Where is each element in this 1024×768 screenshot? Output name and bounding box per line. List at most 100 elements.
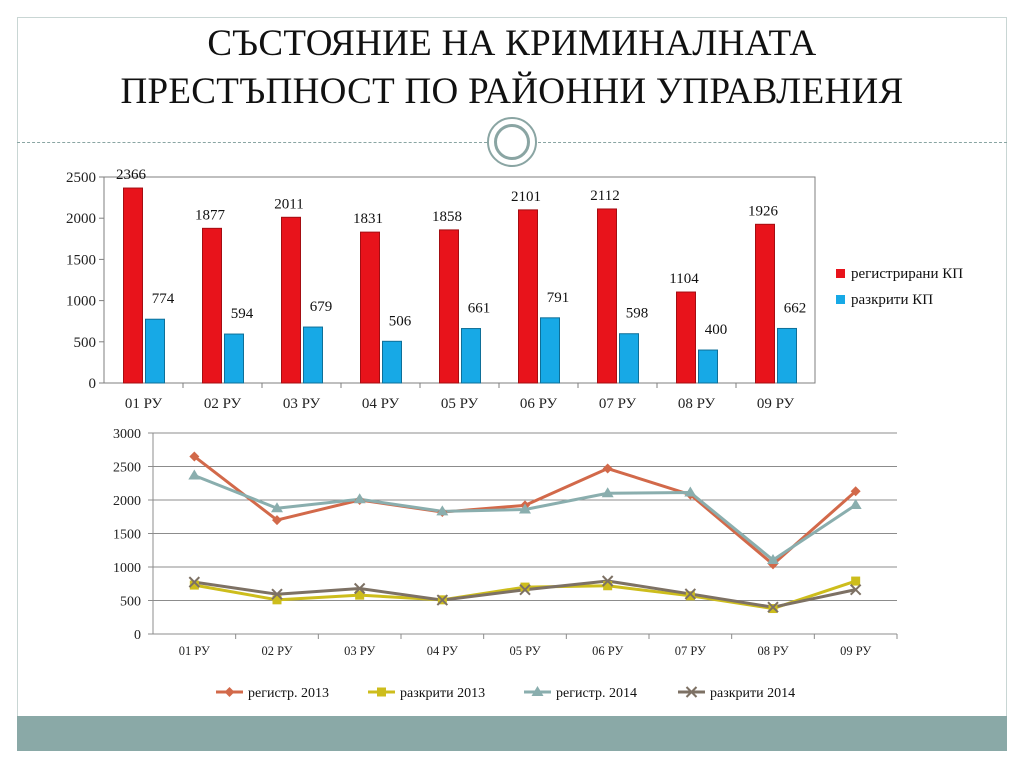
line-y-tick-label: 500 bbox=[120, 595, 141, 610]
line-x-tick-label: 04 РУ bbox=[427, 644, 458, 658]
ring-ornament bbox=[487, 117, 537, 167]
line-x-tick-label: 08 РУ bbox=[757, 644, 788, 658]
bar-data-label: 594 bbox=[231, 306, 254, 322]
line-point bbox=[767, 554, 779, 565]
bar-solved bbox=[145, 318, 165, 384]
bar-data-label: 1858 bbox=[432, 209, 462, 225]
line-legend-label: регистр. 2014 bbox=[556, 686, 637, 701]
bar-registered bbox=[281, 216, 301, 384]
line-legend-label: разкрити 2014 bbox=[710, 686, 795, 701]
bar-solved bbox=[303, 326, 323, 384]
line-point bbox=[851, 576, 861, 586]
line-point bbox=[436, 594, 449, 606]
bar-data-label: 2011 bbox=[274, 196, 303, 212]
bar-legend-label: разкрити КП bbox=[851, 292, 933, 308]
line-point bbox=[601, 575, 614, 587]
page-title: СЪСТОЯНИЕ НА КРИМИНАЛНАТА ПРЕСТЪПНОСТ ПО… bbox=[17, 20, 1007, 116]
bar-data-label: 791 bbox=[547, 290, 570, 306]
line-point bbox=[271, 588, 283, 600]
bar-registered bbox=[676, 291, 696, 384]
line-y-tick-label: 0 bbox=[134, 628, 141, 643]
line-y-tick-label: 2500 bbox=[113, 461, 141, 476]
line-legend-marker bbox=[377, 687, 386, 697]
line-point bbox=[188, 469, 201, 480]
bar-y-tick-label: 1500 bbox=[66, 252, 96, 268]
bar-data-label: 2112 bbox=[590, 188, 619, 204]
line-y-tick-label: 2000 bbox=[113, 494, 141, 509]
line-point bbox=[353, 582, 366, 595]
bar-data-label: 598 bbox=[626, 306, 649, 322]
bar-data-label: 1831 bbox=[353, 211, 383, 227]
bar-x-tick-label: 06 РУ bbox=[520, 396, 558, 412]
line-point bbox=[685, 591, 695, 601]
ring-ornament-inner bbox=[494, 124, 530, 160]
bar-y-tick-label: 2500 bbox=[66, 170, 96, 186]
line-point bbox=[849, 583, 862, 596]
bar-data-label: 506 bbox=[389, 313, 412, 329]
line-point bbox=[189, 580, 199, 590]
bar-registered bbox=[755, 223, 775, 384]
line-y-tick-label: 1500 bbox=[113, 528, 141, 543]
line-x-tick-label: 06 РУ bbox=[592, 644, 623, 658]
line-point bbox=[603, 581, 613, 591]
bar-x-tick-label: 04 РУ bbox=[362, 396, 400, 412]
bar-solved bbox=[698, 349, 718, 384]
line-x-tick-label: 07 РУ bbox=[675, 644, 706, 658]
line-x-tick-label: 03 РУ bbox=[344, 644, 375, 658]
bar-y-tick-label: 2000 bbox=[66, 211, 96, 227]
bar-solved bbox=[461, 328, 481, 384]
line-series-3 bbox=[193, 474, 857, 562]
bar-legend-label: регистрирани КП bbox=[851, 266, 963, 282]
line-legend-label: регистр. 2013 bbox=[248, 686, 329, 701]
line-point bbox=[849, 498, 862, 509]
line-legend-marker bbox=[224, 687, 235, 697]
bar-x-tick-label: 03 РУ bbox=[283, 396, 321, 412]
bar-y-tick-label: 0 bbox=[89, 376, 97, 392]
bar-legend-swatch bbox=[836, 295, 845, 304]
bar-solved bbox=[619, 333, 639, 384]
line-point bbox=[519, 584, 531, 596]
bar-legend-swatch bbox=[836, 269, 845, 278]
line-point bbox=[188, 576, 201, 588]
line-point bbox=[271, 502, 283, 513]
line-legend-marker bbox=[531, 686, 544, 696]
title-line-2: ПРЕСТЪПНОСТ ПО РАЙОННИ УПРАВЛЕНИЯ bbox=[120, 71, 904, 112]
bar-solved bbox=[777, 327, 797, 384]
bar-x-tick-label: 05 РУ bbox=[441, 396, 479, 412]
bar-data-label: 679 bbox=[310, 299, 333, 315]
line-point bbox=[189, 451, 200, 462]
line-point bbox=[520, 582, 530, 592]
bar-registered bbox=[360, 231, 380, 384]
bar-solved bbox=[224, 333, 244, 384]
line-point bbox=[519, 503, 531, 514]
bar-plot-frame bbox=[103, 176, 816, 384]
bar-y-tick-label: 500 bbox=[74, 335, 97, 351]
line-point bbox=[355, 590, 365, 600]
title-divider-right bbox=[538, 142, 1007, 143]
bar-data-label: 661 bbox=[468, 301, 491, 317]
line-y-tick-label: 1000 bbox=[113, 561, 141, 576]
title-line-1: СЪСТОЯНИЕ НА КРИМИНАЛНАТА bbox=[207, 23, 817, 64]
bar-data-label: 1926 bbox=[748, 203, 779, 219]
line-x-tick-label: 02 РУ bbox=[261, 644, 292, 658]
line-point bbox=[684, 486, 697, 497]
bar-registered bbox=[439, 229, 459, 384]
bar-x-tick-label: 08 РУ bbox=[678, 396, 716, 412]
line-point bbox=[436, 505, 449, 516]
bar-data-label: 774 bbox=[152, 291, 175, 307]
bar-data-label: 662 bbox=[784, 300, 807, 316]
line-point bbox=[602, 463, 613, 474]
line-point bbox=[272, 515, 282, 526]
bar-data-label: 1104 bbox=[669, 271, 699, 287]
line-point bbox=[272, 595, 282, 605]
footer-bar bbox=[17, 716, 1007, 751]
bar-x-tick-label: 01 РУ bbox=[125, 396, 163, 412]
line-x-tick-label: 01 РУ bbox=[179, 644, 210, 658]
line-point bbox=[601, 487, 614, 498]
bar-data-label: 400 bbox=[705, 322, 728, 338]
line-y-tick-label: 3000 bbox=[113, 427, 141, 442]
bar-registered bbox=[518, 209, 538, 384]
line-point bbox=[850, 486, 861, 497]
line-point bbox=[684, 588, 697, 600]
